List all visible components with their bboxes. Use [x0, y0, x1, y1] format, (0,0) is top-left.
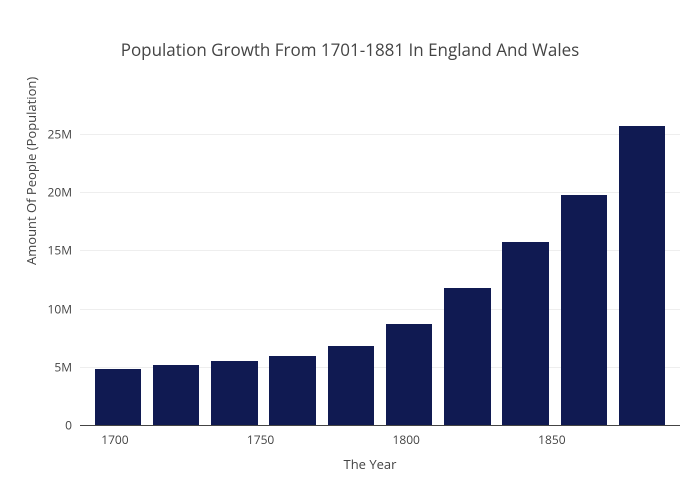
- gridline: [80, 192, 680, 193]
- bar: [386, 324, 433, 425]
- bar: [444, 288, 491, 425]
- bar: [153, 365, 200, 426]
- y-axis-label: Amount Of People (Population): [22, 77, 40, 265]
- x-axis-label: The Year: [0, 455, 700, 473]
- bar: [619, 126, 666, 425]
- x-tick-label: 1850: [538, 431, 565, 448]
- bar: [95, 369, 142, 425]
- y-tick-label: 25M: [47, 126, 72, 143]
- y-tick-label: 5M: [54, 358, 72, 375]
- y-tick-label: 20M: [47, 184, 72, 201]
- x-tick-label: 1700: [101, 431, 128, 448]
- bar: [561, 195, 608, 425]
- chart-container: Population Growth From 1701-1881 In Engl…: [0, 0, 700, 500]
- gridline: [80, 134, 680, 135]
- y-tick-label: 10M: [47, 300, 72, 317]
- plot-area: 05M10M15M20M25M1700175018001850: [80, 105, 680, 425]
- bar: [269, 356, 316, 425]
- x-tick-label: 1750: [247, 431, 274, 448]
- bar: [328, 346, 375, 425]
- zeroline: [80, 425, 680, 426]
- x-tick-label: 1800: [392, 431, 419, 448]
- bar: [211, 361, 258, 425]
- bar: [502, 242, 549, 425]
- x-axis-label-text: The Year: [344, 455, 397, 473]
- y-tick-label: 0: [65, 417, 72, 434]
- chart-title: Population Growth From 1701-1881 In Engl…: [0, 0, 700, 61]
- y-tick-label: 15M: [47, 242, 72, 259]
